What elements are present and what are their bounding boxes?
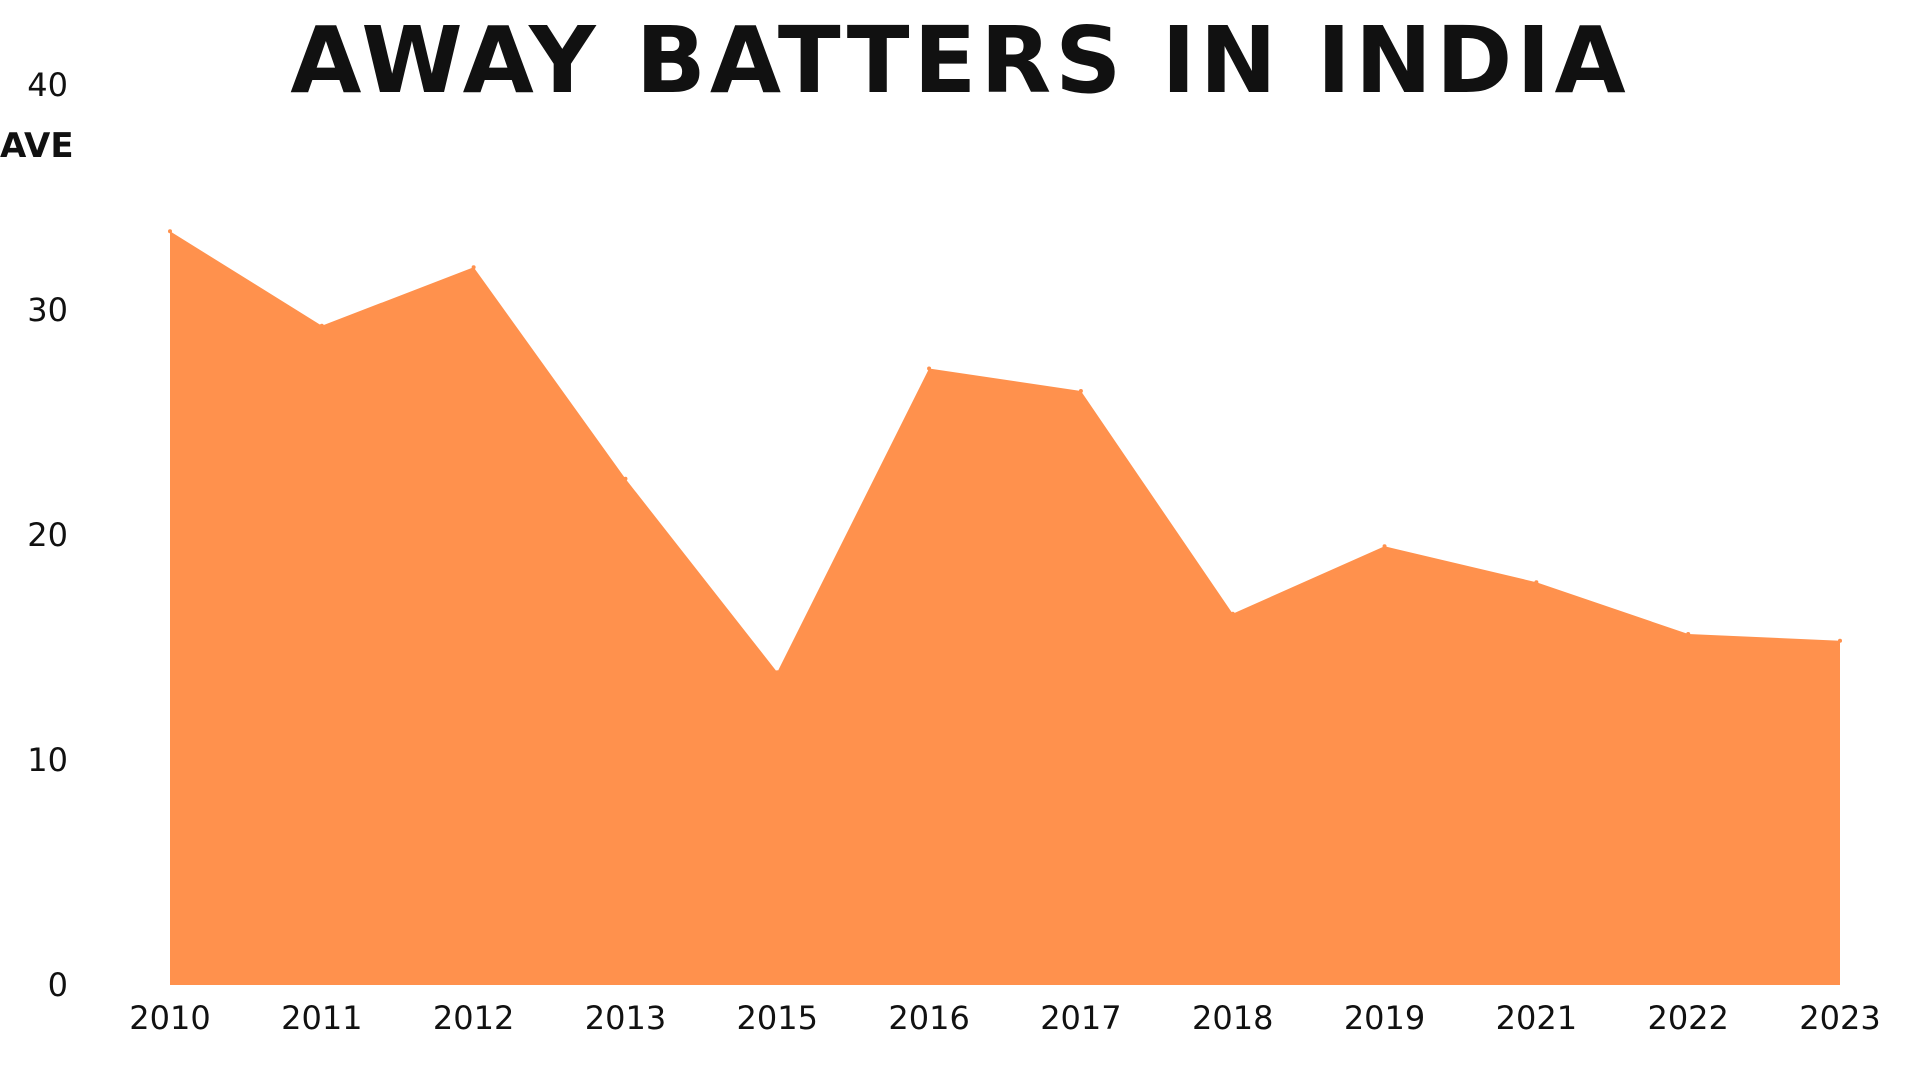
chart-title: AWAY BATTERS IN INDIA — [290, 7, 1630, 114]
data-point-2023 — [1838, 638, 1842, 643]
data-point-2015 — [775, 670, 780, 675]
x-tick-label: 2013 — [585, 999, 666, 1037]
y-axis-label: AVE — [0, 126, 74, 166]
x-tick-label: 2015 — [737, 999, 818, 1037]
x-axis-ticks: 2010 2011 2012 2013 2015 2016 2017 2018 2019 2021… — [129, 999, 1880, 1037]
y-tick-label: 10 — [27, 741, 68, 779]
x-tick-label: 2021 — [1496, 999, 1577, 1037]
y-tick-label: 20 — [27, 516, 68, 554]
y-tick-label: 0 — [48, 966, 68, 1004]
plot-area — [168, 229, 1842, 985]
x-tick-label: 2022 — [1647, 999, 1728, 1037]
data-point-2013 — [623, 476, 628, 481]
data-point-2017 — [1078, 389, 1083, 393]
data-point-2022 — [1686, 632, 1691, 636]
x-tick-label: 2019 — [1344, 999, 1425, 1037]
data-point-2012 — [471, 265, 476, 270]
data-point-2021 — [1534, 580, 1539, 585]
data-point-2019 — [1382, 544, 1387, 549]
y-axis-ticks: 0 10 20 30 40 — [27, 66, 68, 1004]
y-tick-label: 30 — [27, 291, 68, 329]
area-series — [170, 231, 1840, 985]
x-tick-label: 2018 — [1192, 999, 1273, 1037]
y-tick-label: 40 — [27, 66, 68, 104]
x-tick-label: 2017 — [1040, 999, 1121, 1037]
data-point-2011 — [319, 323, 324, 328]
data-point-2010 — [168, 229, 172, 234]
x-tick-label: 2011 — [281, 999, 362, 1037]
data-point-2016 — [927, 366, 932, 371]
x-tick-label: 2010 — [129, 999, 210, 1037]
x-tick-label: 2012 — [433, 999, 514, 1037]
x-tick-label: 2016 — [888, 999, 969, 1037]
x-tick-label: 2023 — [1799, 999, 1880, 1037]
data-point-2018 — [1230, 611, 1235, 616]
